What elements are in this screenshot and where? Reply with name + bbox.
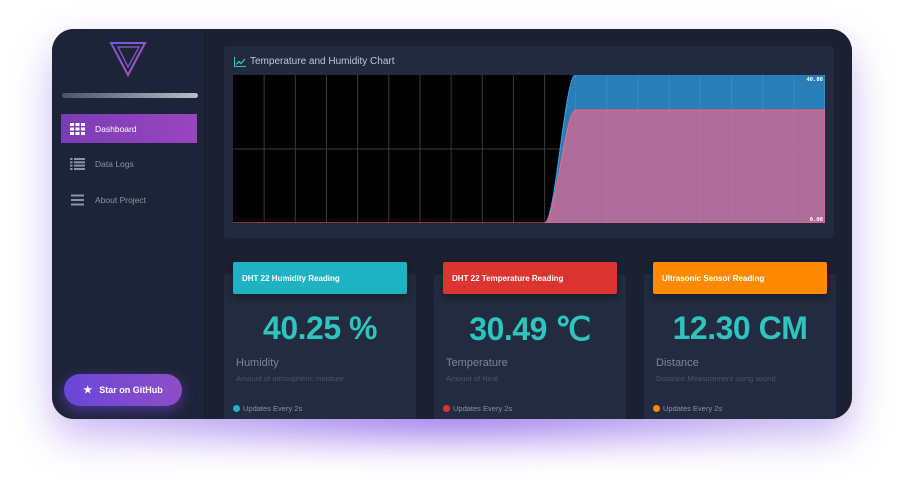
sidebar-progress-bar xyxy=(62,93,198,98)
temperature-value: 30.49 ℃ xyxy=(469,311,591,347)
humidity-description: Amount of atmospheric moisture xyxy=(236,374,344,383)
humidity-update-note: Updates Every 2s xyxy=(233,404,302,413)
distance-card-header: Ultrasonic Sensor Reading xyxy=(653,262,827,294)
y-tick-label-max: 40.00 xyxy=(806,77,823,83)
sidebar-item-label: About Project xyxy=(95,194,147,205)
chart-title: Temperature and Humidity Chart xyxy=(234,56,395,67)
github-button-label: Star on GitHub xyxy=(99,385,163,395)
distance-update-note: Updates Every 2s xyxy=(653,404,722,413)
sidebar-progress-fill xyxy=(62,93,198,98)
sidebar-item-dashboard[interactable]: Dashboard xyxy=(61,114,197,143)
temperature-description: Amount of Heat xyxy=(446,374,499,383)
temperature-label: Temperature xyxy=(446,357,508,369)
humidity-label: Humidity xyxy=(236,357,279,369)
grid-icon xyxy=(70,122,85,135)
distance-value: 12.30 CM xyxy=(672,310,808,346)
star-icon: ★ xyxy=(83,384,93,396)
app-window: Dashboard Data Logs About xyxy=(52,29,852,419)
sidebar-item-data-logs[interactable]: Data Logs xyxy=(61,149,197,178)
menu-icon xyxy=(70,194,85,206)
status-dot-icon xyxy=(443,405,450,412)
temperature-update-note: Updates Every 2s xyxy=(443,404,512,413)
distance-card: Ultrasonic Sensor Reading 12.30 CM Dista… xyxy=(644,262,836,419)
status-dot-icon xyxy=(653,405,660,412)
temperature-card-header: DHT 22 Temperature Reading xyxy=(443,262,617,294)
status-dot-icon xyxy=(233,405,240,412)
y-tick-label-min: 0.00 xyxy=(810,217,823,223)
star-on-github-button[interactable]: ★ Star on GitHub xyxy=(64,374,182,406)
sidebar: Dashboard Data Logs About xyxy=(52,29,205,419)
distance-description: Distance Measurement using sound xyxy=(656,374,776,383)
logo-icon xyxy=(109,42,147,77)
temperature-card: DHT 22 Temperature Reading 30.49 ℃ Tempe… xyxy=(434,262,626,419)
sidebar-item-label: Data Logs xyxy=(95,158,134,169)
humidity-card-header: DHT 22 Humidity Reading xyxy=(233,262,407,294)
temperature-area-series xyxy=(233,109,825,223)
list-icon xyxy=(70,157,85,170)
distance-label: Distance xyxy=(656,357,699,369)
temperature-humidity-chart: 40.00 0.00 xyxy=(233,75,825,223)
humidity-value: 40.25 % xyxy=(263,310,377,346)
humidity-card: DHT 22 Humidity Reading 40.25 % Humidity… xyxy=(224,262,416,419)
sidebar-item-about-project[interactable]: About Project xyxy=(61,185,197,214)
sidebar-item-label: Dashboard xyxy=(95,123,137,134)
chart-card: Temperature and Humidity Chart 40.00 0.00 xyxy=(224,46,834,238)
chart-line-icon xyxy=(234,56,246,67)
main-content: Temperature and Humidity Chart 40.00 0.00… xyxy=(206,29,852,419)
